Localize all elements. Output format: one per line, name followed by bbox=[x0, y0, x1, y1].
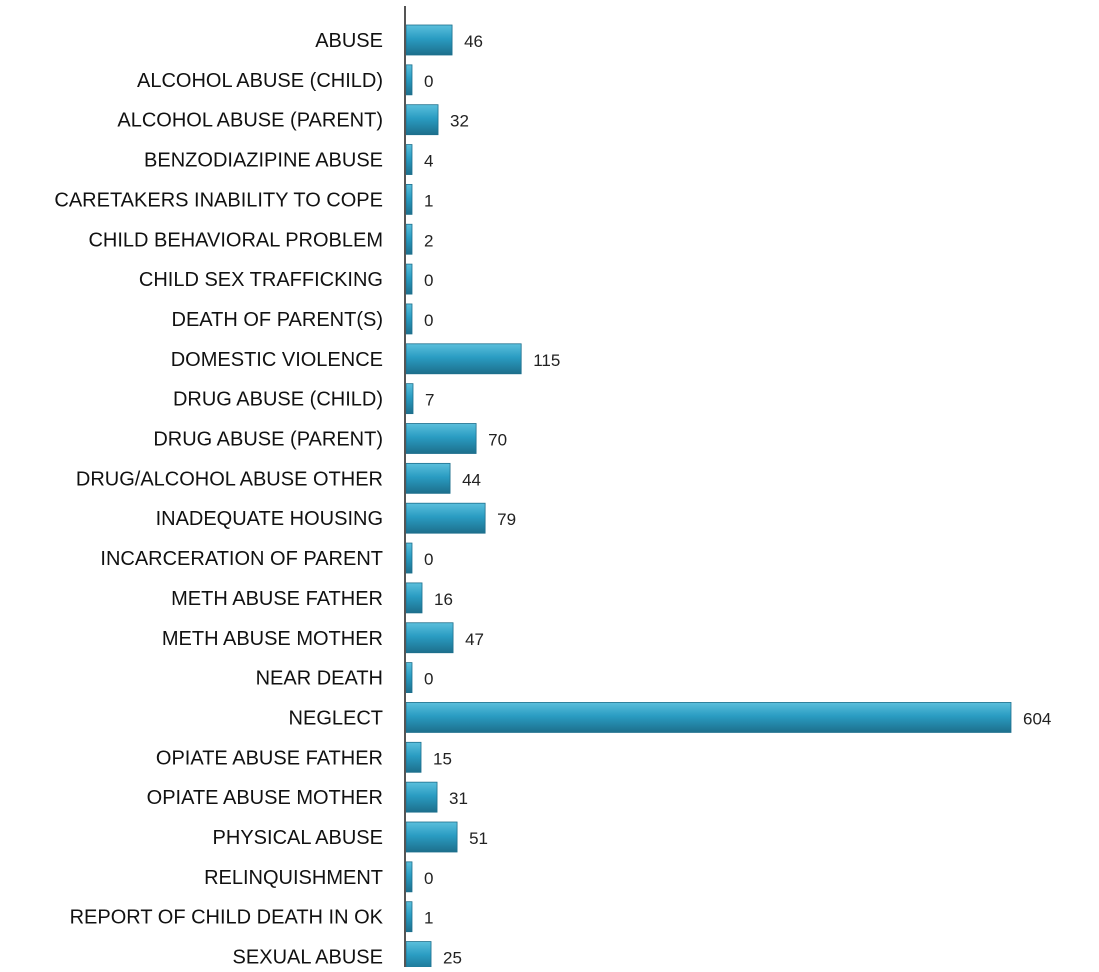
bar bbox=[405, 64, 413, 96]
bar bbox=[405, 423, 477, 454]
category-label: CARETAKERS INABILITY TO COPE bbox=[54, 189, 383, 211]
value-label: 32 bbox=[450, 112, 469, 131]
bar bbox=[405, 582, 423, 614]
value-labels: 46 0 32 4 1 2 0 0 115 7 70 44 79 0 16 47 0 604 15 31 51 0 1 25 bbox=[424, 32, 1051, 968]
bar bbox=[405, 502, 486, 534]
category-label: DRUG/ALCOHOL ABUSE OTHER bbox=[76, 468, 383, 490]
category-label: ALCOHOL ABUSE (PARENT) bbox=[117, 110, 383, 132]
bar bbox=[405, 901, 413, 933]
value-label: 7 bbox=[425, 391, 434, 410]
value-label: 0 bbox=[424, 271, 433, 290]
bar bbox=[405, 263, 413, 295]
category-label: DOMESTIC VIOLENCE bbox=[171, 349, 383, 371]
bar bbox=[405, 24, 453, 56]
bar bbox=[405, 462, 451, 494]
value-label: 25 bbox=[443, 949, 462, 967]
bar bbox=[405, 343, 522, 375]
category-label: METH ABUSE MOTHER bbox=[162, 628, 383, 650]
value-label: 0 bbox=[424, 311, 433, 330]
value-label: 46 bbox=[464, 32, 483, 51]
value-label: 1 bbox=[424, 909, 433, 928]
category-label: BENZODIAZIPINE ABUSE bbox=[144, 150, 383, 172]
value-label: 115 bbox=[533, 351, 560, 370]
value-label: 15 bbox=[433, 749, 452, 768]
value-label: 0 bbox=[424, 72, 433, 91]
bar bbox=[405, 104, 439, 136]
bar bbox=[405, 383, 414, 415]
bars-layer bbox=[405, 24, 1012, 972]
category-label: METH ABUSE FATHER bbox=[171, 588, 383, 610]
value-label: 0 bbox=[424, 550, 433, 569]
category-label: RELINQUISHMENT bbox=[204, 867, 383, 889]
category-label: ABUSE bbox=[315, 30, 383, 52]
bar bbox=[405, 223, 413, 255]
category-label: PHYSICAL ABUSE bbox=[213, 827, 383, 849]
value-label: 44 bbox=[462, 470, 481, 489]
value-label: 16 bbox=[434, 590, 453, 609]
bar bbox=[405, 144, 413, 175]
value-label: 79 bbox=[497, 510, 516, 529]
bar bbox=[405, 821, 458, 853]
value-label: 0 bbox=[424, 869, 433, 888]
bar bbox=[405, 303, 413, 335]
value-label: 70 bbox=[488, 431, 507, 450]
category-label: ALCOHOL ABUSE (CHILD) bbox=[137, 70, 383, 92]
category-labels: ABUSE ALCOHOL ABUSE (CHILD) ALCOHOL ABUSE … bbox=[54, 30, 384, 969]
category-label: CHILD SEX TRAFFICKING bbox=[139, 269, 383, 291]
value-label: 51 bbox=[469, 829, 488, 848]
category-label: INCARCERATION OF PARENT bbox=[100, 548, 383, 570]
bar bbox=[405, 941, 432, 972]
category-label: DRUG ABUSE (PARENT) bbox=[153, 429, 383, 451]
bar bbox=[405, 542, 413, 574]
category-label: OPIATE ABUSE MOTHER bbox=[147, 787, 383, 809]
bar bbox=[405, 702, 1012, 733]
value-label: 2 bbox=[424, 231, 433, 250]
bar bbox=[405, 622, 454, 654]
value-label: 47 bbox=[465, 630, 484, 649]
category-label: OPIATE ABUSE FATHER bbox=[156, 747, 383, 769]
value-label: 0 bbox=[424, 670, 433, 689]
category-label: INADEQUATE HOUSING bbox=[156, 508, 383, 530]
bar bbox=[405, 781, 438, 813]
value-label: 604 bbox=[1023, 709, 1051, 728]
category-label: REPORT OF CHILD DEATH IN OK bbox=[70, 907, 384, 929]
category-label: DEATH OF PARENT(S) bbox=[172, 309, 383, 331]
category-label: NEAR DEATH bbox=[256, 668, 383, 690]
bar bbox=[405, 183, 413, 215]
category-label: DRUG ABUSE (CHILD) bbox=[173, 389, 383, 411]
category-label: NEGLECT bbox=[289, 707, 383, 729]
bar bbox=[405, 741, 422, 773]
category-label: SEXUAL ABUSE bbox=[233, 947, 383, 967]
value-label: 1 bbox=[424, 191, 433, 210]
bar bbox=[405, 861, 413, 893]
bar bbox=[405, 662, 413, 693]
category-label: CHILD BEHAVIORAL PROBLEM bbox=[88, 229, 383, 251]
value-label: 31 bbox=[449, 789, 468, 808]
value-label: 4 bbox=[424, 152, 433, 171]
